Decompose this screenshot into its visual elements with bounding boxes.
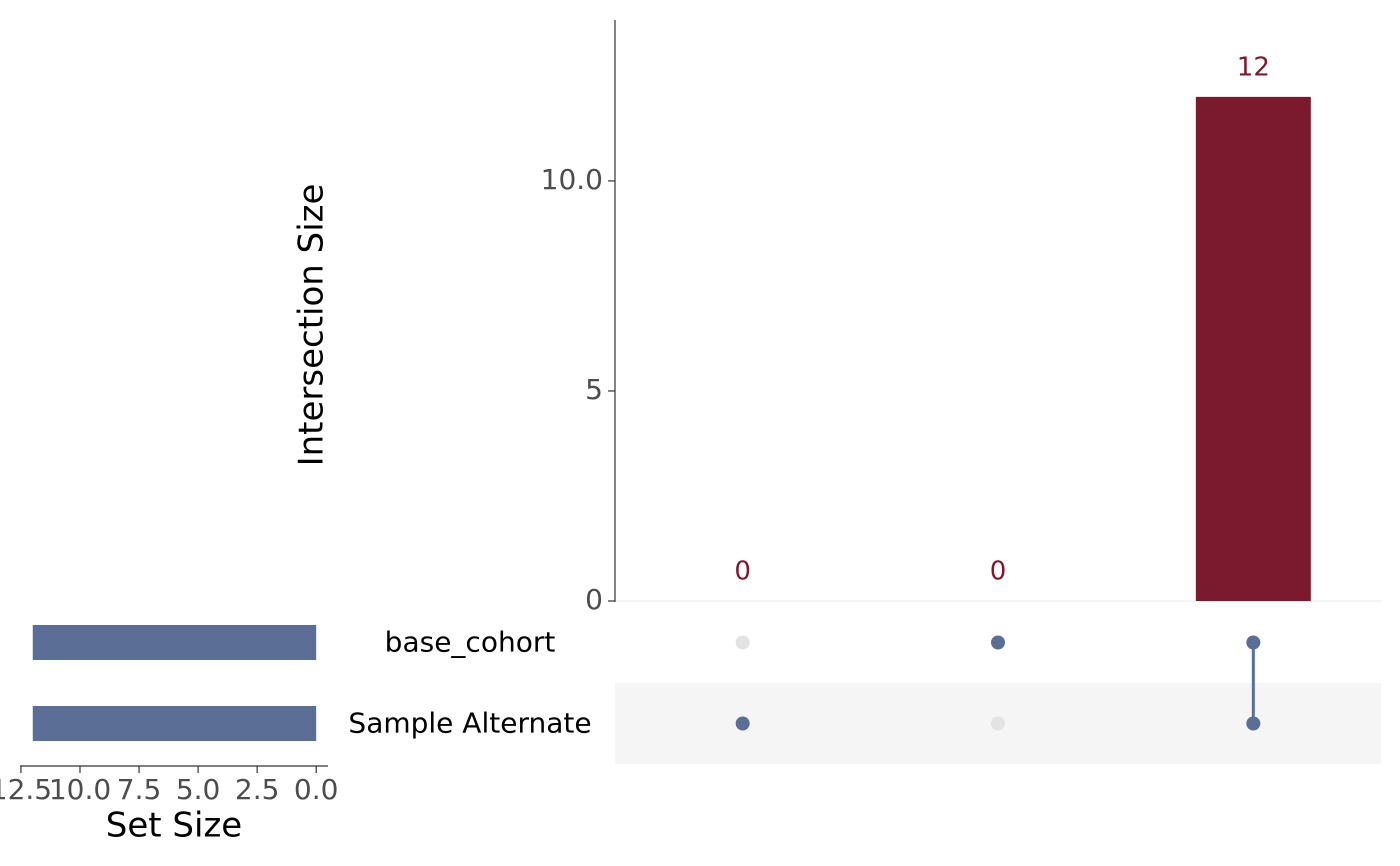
matrix-dot bbox=[1246, 635, 1261, 650]
intersection-bar bbox=[1195, 96, 1311, 601]
set-bar bbox=[32, 706, 317, 741]
x-tick-label: 10.0 bbox=[49, 773, 111, 806]
x-tick-label: 5.0 bbox=[176, 773, 221, 806]
set-name: base_cohort bbox=[385, 626, 556, 659]
value-label: 0 bbox=[734, 557, 751, 587]
y-tick-label: 5 bbox=[585, 373, 603, 406]
y-tick-label: 0 bbox=[585, 583, 603, 616]
matrix-dot bbox=[735, 716, 750, 731]
x-tick-label: 2.5 bbox=[235, 773, 280, 806]
x-tick-label: 7.5 bbox=[117, 773, 162, 806]
y-axis-title: Intersection Size bbox=[292, 184, 332, 467]
x-tick-label: 12.5 bbox=[0, 773, 52, 806]
x-tick-label: 0.0 bbox=[294, 773, 339, 806]
value-label: 0 bbox=[990, 557, 1007, 587]
set-bar bbox=[32, 625, 317, 660]
matrix-dot bbox=[991, 716, 1005, 731]
matrix-dot bbox=[991, 635, 1005, 650]
matrix-dot bbox=[735, 635, 750, 650]
y-tick-label: 10.0 bbox=[541, 163, 603, 196]
matrix-dot bbox=[1246, 716, 1261, 731]
value-label: 12 bbox=[1237, 52, 1270, 82]
set-name: Sample Alternate bbox=[348, 707, 591, 740]
x-axis-title: Set Size bbox=[106, 806, 242, 846]
